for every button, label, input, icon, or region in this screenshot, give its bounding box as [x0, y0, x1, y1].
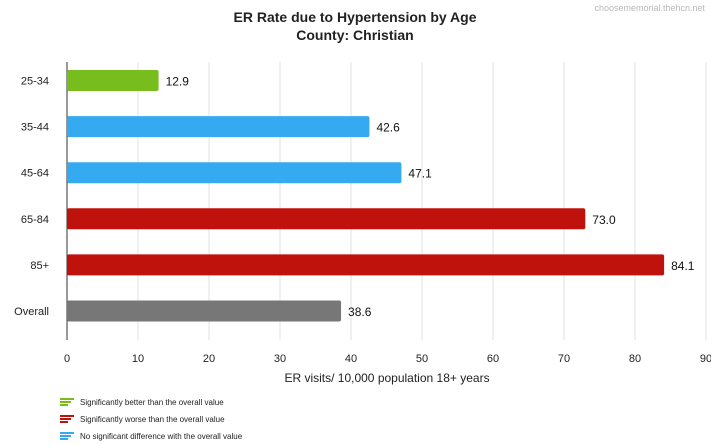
category-label: 35-44 — [21, 122, 49, 134]
data-label: 38.6 — [348, 305, 372, 319]
data-label: 12.9 — [166, 75, 190, 89]
data-label: 42.6 — [376, 121, 400, 135]
legend-label: No significant difference with the overa… — [80, 432, 243, 441]
bar — [67, 208, 586, 230]
x-tick-label: 30 — [274, 353, 286, 365]
data-label: 73.0 — [592, 213, 616, 227]
legend-label: Significantly worse than the overall val… — [80, 415, 225, 424]
gridlines — [66, 62, 707, 340]
x-tick-label: 70 — [558, 353, 570, 365]
x-tick-labels: 0 10 20 30 40 50 60 70 80 90 — [64, 353, 711, 365]
chart-subtitle: County: Christian — [296, 27, 413, 43]
category-labels: 25-34 35-44 45-64 65-84 85+ Overall — [14, 76, 49, 319]
bars — [67, 70, 665, 322]
x-tick-label: 50 — [416, 353, 428, 365]
value-labels: 12.9 42.6 47.1 73.0 84.1 38.6 — [166, 75, 695, 320]
bar — [67, 162, 402, 184]
legend: Significantly better than the overall va… — [60, 398, 243, 441]
x-tick-label: 60 — [487, 353, 499, 365]
data-label: 47.1 — [408, 167, 432, 181]
x-tick-label: 90 — [700, 353, 711, 365]
bar — [67, 116, 370, 138]
bar — [67, 300, 342, 322]
category-label: 85+ — [30, 260, 49, 272]
legend-item: No significant difference with the overa… — [60, 432, 243, 441]
legend-swatch-icon — [60, 398, 74, 406]
bar — [67, 70, 159, 91]
chart-title: ER Rate due to Hypertension by Age — [234, 9, 477, 25]
category-label: 25-34 — [21, 76, 49, 88]
category-label: Overall — [14, 306, 49, 318]
x-tick-label: 80 — [629, 353, 641, 365]
category-label: 65-84 — [21, 214, 49, 226]
legend-swatch-icon — [60, 415, 74, 423]
x-axis-label: ER visits/ 10,000 population 18+ years — [284, 371, 489, 385]
x-tick-label: 40 — [345, 353, 357, 365]
legend-item: Significantly worse than the overall val… — [60, 415, 225, 424]
x-tick-label: 10 — [132, 353, 144, 365]
data-label: 84.1 — [671, 259, 695, 273]
legend-item: Significantly better than the overall va… — [60, 398, 224, 407]
x-tick-label: 20 — [203, 353, 215, 365]
watermark: choosememorial.thehcn.net — [594, 3, 705, 13]
legend-swatch-icon — [60, 432, 74, 440]
bar — [67, 254, 665, 276]
category-label: 45-64 — [21, 168, 49, 180]
legend-label: Significantly better than the overall va… — [80, 398, 224, 407]
x-tick-label: 0 — [64, 353, 70, 365]
